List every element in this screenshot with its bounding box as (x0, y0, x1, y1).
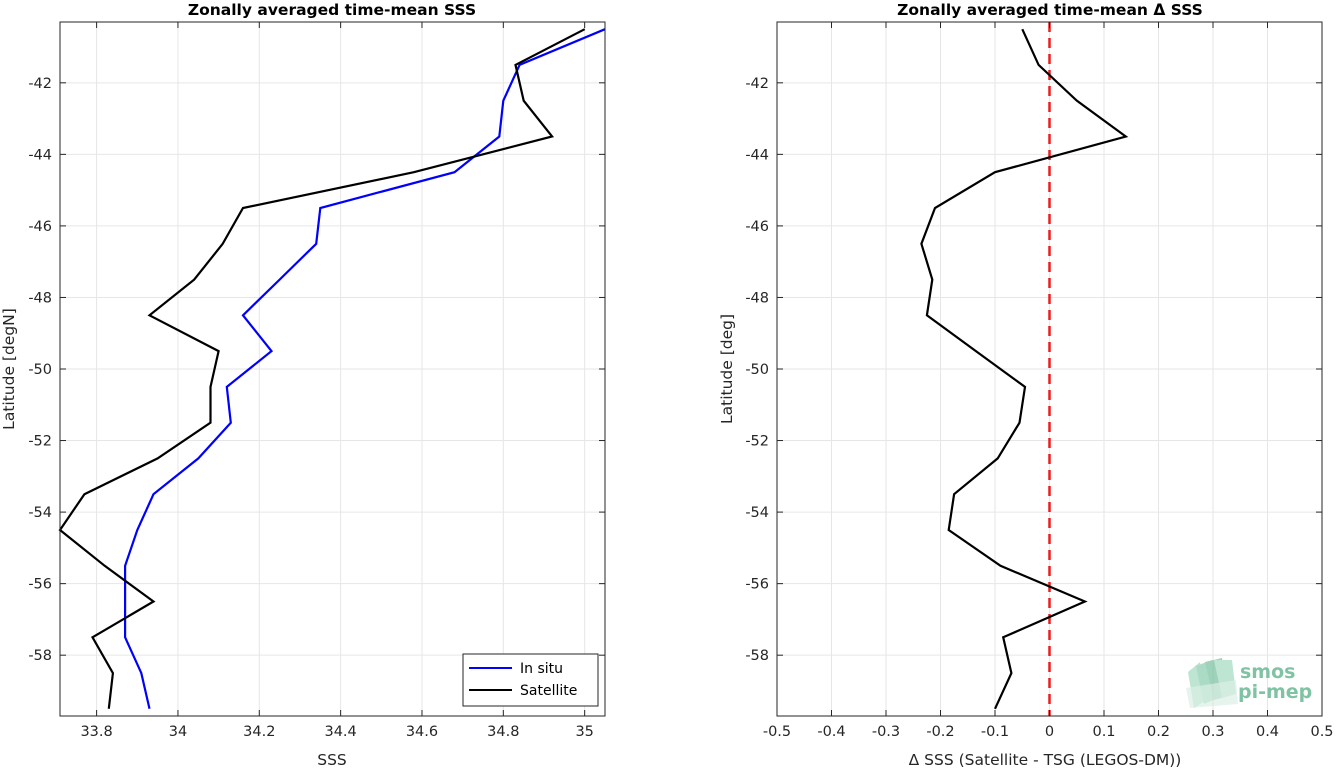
panel-sss: 33.8 34 34.2 34.4 34.6 34.8 35 -42 -44 -46 -48 -50 -… (0, 1, 606, 769)
panel-delta-sss: -0.5 -0.4 -0.3 -0.2 -0.1 0 0.1 0.2 0.3 0.4 0.5 -42 -… (718, 1, 1334, 769)
y-tick-label: -46 (745, 219, 769, 235)
y-tick-label: -56 (28, 577, 52, 593)
x-tick-label: -0.2 (926, 724, 954, 740)
x-tick-label: 0 (1045, 724, 1054, 740)
series-delta-sss (920, 28, 1129, 710)
x-tick-label: 34.2 (243, 724, 275, 740)
xlabel-sss: SSS (317, 751, 347, 769)
y-tick-label: -42 (28, 76, 52, 92)
y-tick-label: -50 (28, 362, 52, 378)
y-tick-label: -46 (28, 219, 52, 235)
y-tick-label: -48 (745, 290, 769, 306)
ylabel-delta-sss: Latitude [deg] (718, 314, 736, 424)
y-tick-label: -50 (745, 362, 769, 378)
grid-sss (60, 22, 605, 716)
series-line-in-situ (123, 28, 606, 710)
logo-graphic-icon (1186, 658, 1238, 708)
x-tick-label: 0.4 (1256, 724, 1279, 740)
y-tick-label: -54 (745, 505, 769, 521)
x-tick-label: 34.6 (406, 724, 438, 740)
x-tick-label: 34.8 (487, 724, 519, 740)
legend-label-satellite: Satellite (520, 683, 577, 699)
ticks-sss: 33.8 34 34.2 34.4 34.6 34.8 35 -42 -44 -46 -48 -50 -… (28, 22, 605, 740)
y-tick-label: -58 (28, 648, 52, 664)
x-tick-label: 0.5 (1310, 724, 1333, 740)
ylabel-sss: Latitude [degN] (0, 308, 18, 430)
legend-box (462, 653, 599, 707)
y-tick-label: -54 (28, 505, 52, 521)
legend-label-in-situ: In situ (520, 661, 563, 677)
y-tick-label: -48 (28, 290, 52, 306)
x-tick-label: 0.2 (1147, 724, 1170, 740)
x-tick-label: 35 (575, 724, 593, 740)
x-tick-label: 33.8 (80, 724, 112, 740)
y-tick-label: -44 (745, 147, 769, 163)
title-delta-sss: Zonally averaged time-mean Δ SSS (897, 1, 1203, 19)
x-tick-label: 34.4 (324, 724, 356, 740)
logo-text-pimep: pi-mep (1238, 681, 1312, 703)
x-tick-label: 0.3 (1201, 724, 1224, 740)
y-tick-label: -42 (745, 76, 769, 92)
series-line-delta-sss (920, 28, 1129, 710)
xlabel-delta-sss: Δ SSS (Satellite - TSG (LEGOS-DM)) (909, 751, 1182, 769)
x-tick-label: 0.1 (1092, 724, 1115, 740)
y-tick-label: -44 (28, 147, 52, 163)
x-tick-label: -0.3 (872, 724, 900, 740)
y-tick-label: -58 (745, 648, 769, 664)
x-tick-label: -0.1 (981, 724, 1009, 740)
y-tick-label: -52 (28, 434, 52, 450)
series-sss (58, 28, 606, 710)
ticks-delta-sss: -0.5 -0.4 -0.3 -0.2 -0.1 0 0.1 0.2 0.3 0.4 0.5 -42 -… (745, 22, 1334, 740)
y-tick-label: -52 (745, 434, 769, 450)
x-tick-label: -0.4 (817, 724, 845, 740)
y-tick-label: -56 (745, 577, 769, 593)
x-tick-label: 34 (169, 724, 187, 740)
legend: In situ Satellite (462, 653, 599, 707)
logo-text-smos: smos (1240, 661, 1295, 683)
title-sss: Zonally averaged time-mean SSS (188, 1, 476, 19)
x-tick-label: -0.5 (763, 724, 791, 740)
series-line-satellite (58, 28, 586, 709)
smos-pimep-logo: smos pi-mep (1186, 658, 1312, 708)
